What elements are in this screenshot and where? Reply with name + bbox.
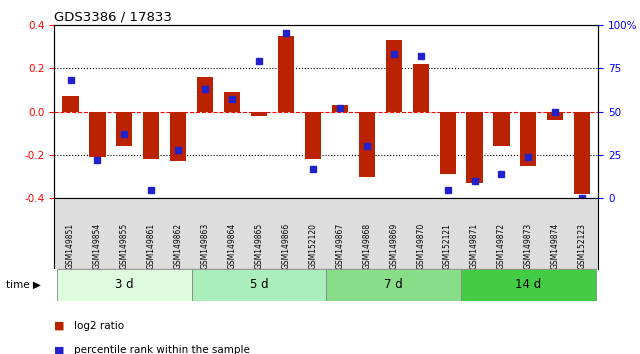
Bar bbox=[305, 112, 321, 159]
Bar bbox=[116, 112, 132, 146]
Text: log2 ratio: log2 ratio bbox=[74, 321, 124, 331]
Bar bbox=[57, 269, 192, 301]
Bar bbox=[278, 36, 294, 112]
Bar bbox=[90, 112, 106, 157]
Bar bbox=[386, 40, 402, 112]
Bar bbox=[63, 96, 79, 112]
Bar bbox=[413, 64, 429, 112]
Text: 3 d: 3 d bbox=[115, 279, 134, 291]
Text: ■: ■ bbox=[54, 346, 65, 354]
Text: 14 d: 14 d bbox=[515, 279, 541, 291]
Text: time ▶: time ▶ bbox=[6, 280, 41, 290]
Bar bbox=[197, 77, 213, 112]
Bar bbox=[574, 112, 590, 194]
Bar bbox=[224, 92, 240, 112]
Bar bbox=[358, 112, 375, 177]
Bar bbox=[547, 112, 563, 120]
Bar bbox=[467, 112, 483, 183]
Bar bbox=[520, 112, 536, 166]
Text: percentile rank within the sample: percentile rank within the sample bbox=[74, 346, 250, 354]
Text: 7 d: 7 d bbox=[385, 279, 403, 291]
Bar bbox=[170, 112, 186, 161]
Text: GDS3386 / 17833: GDS3386 / 17833 bbox=[54, 11, 172, 24]
Bar bbox=[461, 269, 596, 301]
Bar bbox=[332, 105, 348, 112]
Text: ■: ■ bbox=[54, 321, 65, 331]
Text: 5 d: 5 d bbox=[250, 279, 268, 291]
Bar bbox=[192, 269, 326, 301]
Bar bbox=[440, 112, 456, 175]
Bar bbox=[251, 112, 267, 116]
Bar bbox=[326, 269, 461, 301]
Bar bbox=[493, 112, 509, 146]
Bar bbox=[143, 112, 159, 159]
